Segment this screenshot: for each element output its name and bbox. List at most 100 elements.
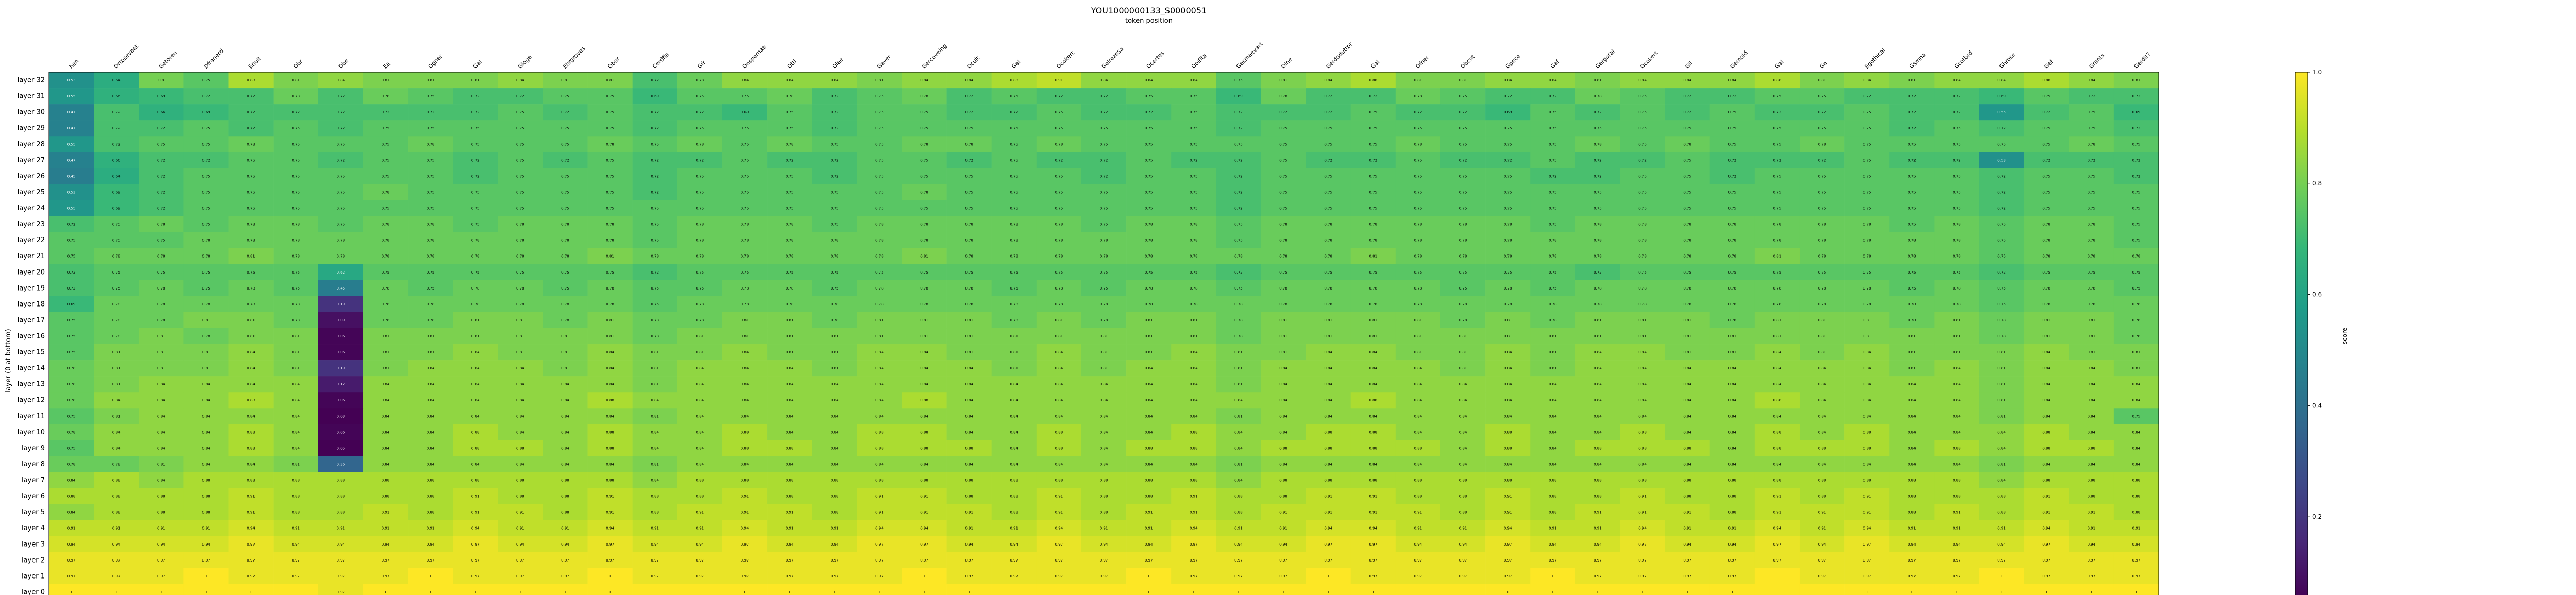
cell-value-label: 0.81 [516, 350, 524, 354]
cell-value-label: 0.78 [1728, 239, 1736, 243]
heatmap-cell [1485, 184, 1531, 200]
heatmap-cell [183, 168, 229, 184]
cell-value-label: 0.75 [1190, 207, 1198, 211]
row-tick-label: layer 14 [18, 365, 45, 372]
cell-value-label: 0.78 [1638, 286, 1647, 291]
cell-value-label: 0.75 [1773, 142, 1782, 146]
heatmap-cell [946, 248, 992, 265]
heatmap-cell [812, 248, 857, 265]
cell-value-label: 0.75 [875, 126, 884, 130]
cell-value-label: 0.84 [2042, 462, 2050, 466]
cell-value-label: 0.84 [157, 414, 165, 418]
cell-value-label: 0.75 [1055, 174, 1063, 178]
cell-value-label: 0.84 [1863, 78, 1871, 82]
cell-value-label: 0.84 [157, 398, 165, 402]
cell-value-label: 0.78 [1459, 318, 1467, 322]
cell-value-label: 0.81 [651, 366, 659, 370]
cell-value-label: 0.84 [292, 398, 300, 402]
cell-value-label: 0.75 [247, 190, 255, 194]
cell-value-label: 0.78 [1594, 142, 1602, 146]
cell-value-label: 0.72 [1728, 174, 1736, 178]
cell-value-label: 0.78 [1863, 254, 1871, 259]
cell-value-label: 0.72 [157, 158, 165, 162]
cell-value-label: 0.84 [1145, 430, 1153, 434]
heatmap-cell [587, 120, 633, 137]
cell-value-label: 0.75 [1638, 207, 1647, 211]
heatmap-cell [946, 152, 992, 168]
cell-value-label: 0.81 [292, 462, 300, 466]
cell-value-label: 0.72 [831, 174, 839, 178]
cell-value-label: 0.75 [1997, 302, 2006, 307]
heatmap-cell [1216, 216, 1261, 232]
cell-value-label: 0.84 [1459, 446, 1467, 450]
cell-value-label: 1 [1776, 590, 1778, 594]
cell-value-label: 0.84 [1594, 398, 1602, 402]
cell-value-label: 0.84 [1100, 462, 1108, 466]
cell-value-label: 0.81 [1010, 366, 1018, 370]
heatmap-cell [183, 248, 229, 265]
cell-value-label: 0.84 [965, 398, 973, 402]
cell-value-label: 0.91 [1997, 526, 2006, 531]
cell-value-label: 0.75 [965, 190, 973, 194]
heatmap-cell [1754, 168, 1800, 184]
cell-value-label: 0.88 [1234, 511, 1243, 515]
heatmap-cell [1485, 72, 1531, 89]
column-tick-label: Enuit [247, 55, 263, 70]
heatmap-cell [1934, 168, 1979, 184]
heatmap-cell [2024, 200, 2070, 216]
cell-value-label: 0.75 [1997, 142, 2006, 146]
cell-value-label: 0.75 [741, 174, 749, 178]
cell-value-label: 0.81 [157, 366, 165, 370]
cell-value-label: 0.97 [516, 574, 524, 579]
cell-value-label: 0.75 [1010, 158, 1018, 162]
heatmap-cell [2069, 168, 2114, 184]
cell-value-label: 0.72 [2042, 110, 2050, 114]
cell-value-label: 0.75 [1997, 254, 2006, 259]
heatmap-cell [677, 88, 723, 105]
cell-value-label: 0.75 [112, 270, 121, 275]
cell-value-label: 0.97 [1190, 542, 1198, 547]
heatmap-cell [1036, 168, 1082, 184]
cell-value-label: 0.09 [337, 318, 345, 322]
heatmap-cell [139, 152, 184, 168]
heatmap-cell [587, 136, 633, 152]
cell-value-label: 0.84 [1818, 366, 1826, 370]
cell-value-label: 0.84 [427, 430, 435, 434]
cell-value-label: 0.78 [2132, 302, 2141, 307]
cell-value-label: 0.81 [1459, 78, 1467, 82]
cell-value-label: 0.75 [1459, 174, 1467, 178]
cell-value-label: 0.78 [471, 286, 480, 291]
cell-value-label: 0.84 [1638, 398, 1647, 402]
cell-value-label: 0.84 [1953, 366, 1961, 370]
cell-value-label: 0.97 [1190, 574, 1198, 579]
heatmap-cell [1306, 72, 1351, 89]
cell-value-label: 0.97 [1369, 542, 1377, 547]
cell-value-label: 0.75 [292, 286, 300, 291]
heatmap-cell [318, 232, 364, 248]
heatmap-cell [1620, 168, 1665, 184]
cell-value-label: 0.88 [1638, 479, 1647, 483]
cell-value-label: 0.81 [247, 254, 255, 259]
cell-value-label: 0.72 [1908, 94, 1916, 98]
heatmap-cell [1126, 168, 1172, 184]
cell-value-label: 0.75 [965, 270, 973, 275]
cell-value-label: 0.91 [1683, 526, 1691, 531]
cell-value-label: 0.72 [831, 158, 839, 162]
cell-value-label: 0.72 [1773, 110, 1782, 114]
cell-value-label: 0.97 [1100, 558, 1108, 563]
cell-value-label: 0.81 [1997, 398, 2006, 402]
column-tick-label: Gal [1773, 59, 1785, 70]
cell-value-label: 0.81 [1908, 78, 1916, 82]
cell-value-label: 0.88 [1504, 479, 1512, 483]
cell-value-label: 1 [968, 590, 970, 594]
cell-value-label: 0.81 [831, 366, 839, 370]
cell-value-label: 1 [1506, 590, 1509, 594]
cell-value-label: 0.88 [1100, 479, 1108, 483]
cell-value-label: 0.72 [1100, 94, 1108, 98]
heatmap-cell [363, 152, 409, 168]
cell-value-label: 0.75 [2088, 110, 2096, 114]
heatmap-cell [902, 248, 947, 265]
column-tick-label: Ghrose [1998, 51, 2017, 70]
cell-value-label: 0.75 [1145, 207, 1153, 211]
heatmap-cell [991, 120, 1037, 137]
